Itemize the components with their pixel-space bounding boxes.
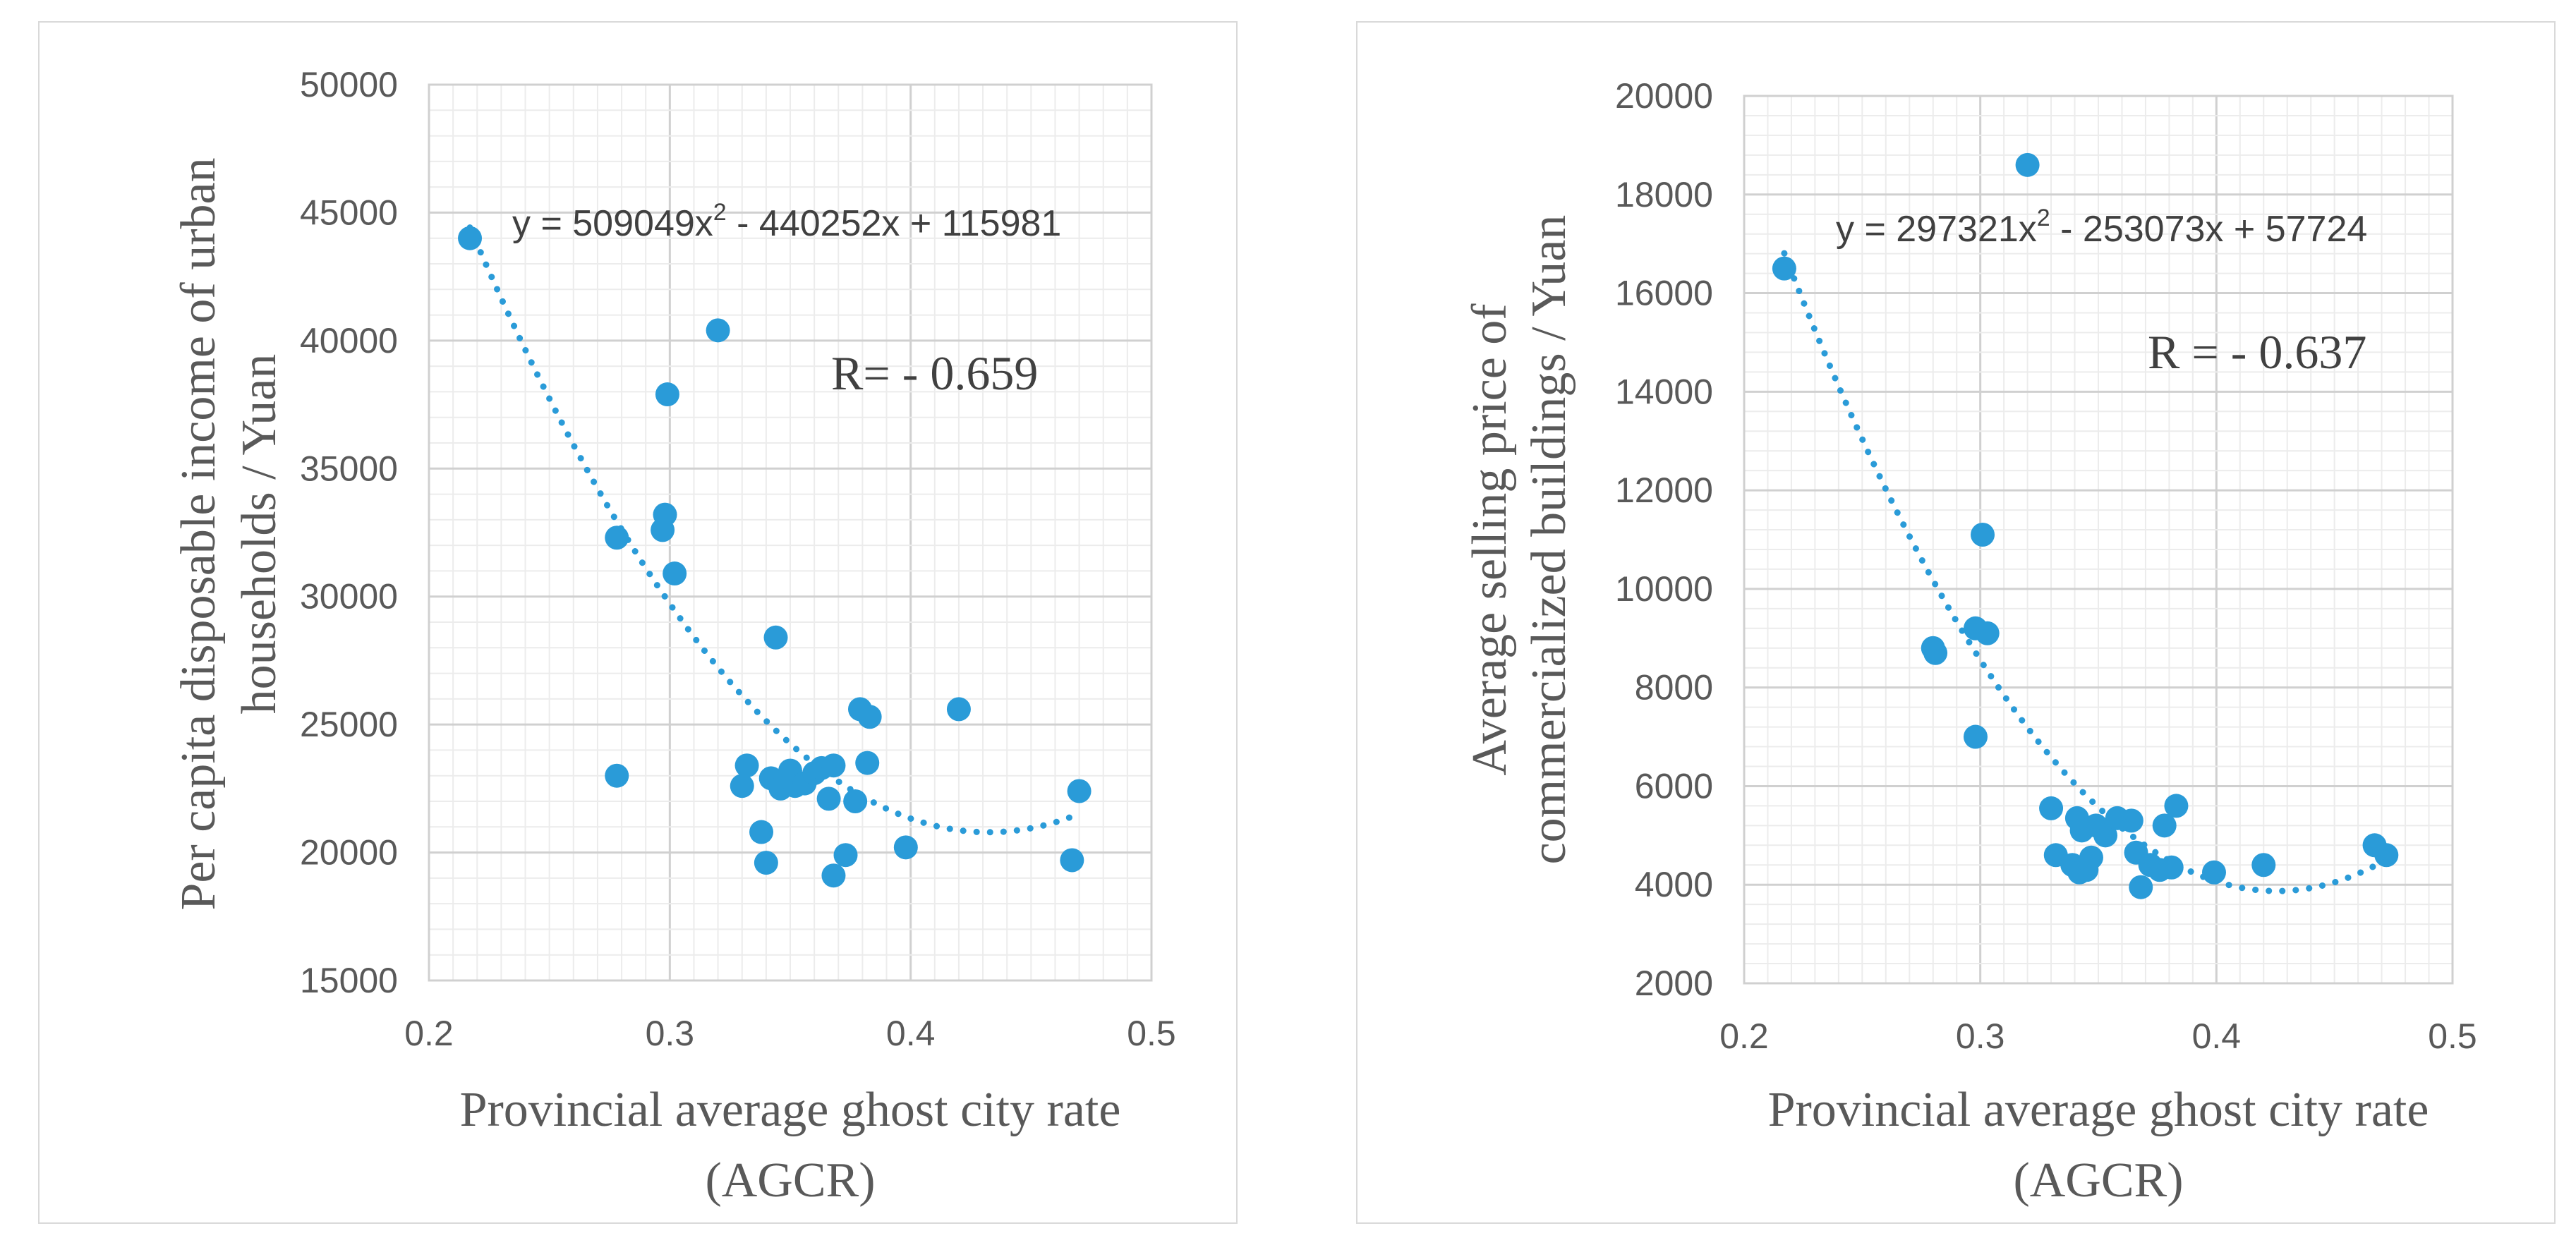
left-y-tick-label: 45000 [300,193,398,232]
left-chart-panel: 15000 20000 25000 30000 35000 40000 45000 50000… [38,21,1238,1224]
left-x-tick-label: 0.4 [886,1014,936,1053]
left-data-point [857,705,882,729]
left-y-tick-label: 30000 [300,577,398,617]
left-y-tick-label: 15000 [300,961,398,1000]
left-scatter-chart: 15000 20000 25000 30000 35000 40000 45000 50000… [171,65,1176,1208]
right-x-tick-label: 0.5 [2428,1016,2477,1056]
right-data-point [1923,640,1948,665]
right-data-point [2159,855,2184,880]
left-y-axis-title: households / Yuan [232,354,286,715]
right-y-tick-label: 6000 [1635,766,1713,806]
right-y-tick-label: 12000 [1615,470,1713,510]
left-x-axis-title: (AGCR) [705,1153,875,1208]
right-data-point [2164,794,2189,818]
left-data-point [893,835,918,860]
right-data-point [2201,860,2226,885]
left-data-point [855,751,880,775]
right-r-value: R = - 0.637 [2148,325,2366,379]
right-scatter-chart: 2000 4000 6000 8000 10000 12000 14000 16000 1800… [1463,76,2477,1208]
left-y-tick-label: 35000 [300,449,398,488]
left-data-point [816,787,841,811]
left-data-point [1067,779,1092,803]
left-data-point [821,753,846,778]
left-data-point [763,625,788,650]
left-data-point [653,502,677,527]
right-x-tick-label: 0.4 [2192,1016,2242,1056]
right-y-tick-label: 10000 [1615,569,1713,609]
left-x-tick-label: 0.5 [1127,1014,1176,1053]
left-data-point [946,697,971,722]
right-y-tick-label: 20000 [1615,76,1713,116]
left-data-point [821,863,846,888]
left-x-tick-label: 0.3 [646,1014,695,1053]
left-data-point [655,382,679,407]
right-data-point [2152,813,2177,838]
right-y-tick-label: 14000 [1615,372,1713,411]
left-data-point [749,820,774,844]
right-data-point [1975,621,2000,645]
left-data-point [1060,848,1084,873]
left-data-point [734,753,759,778]
left-data-point [605,526,629,550]
left-x-axis-title: Provincial average ghost city rate [460,1083,1121,1137]
right-x-axis-title: (AGCR) [2013,1153,2183,1208]
left-data-point [605,763,629,788]
left-y-tick-label: 50000 [300,65,398,104]
left-r-value: R= - 0.659 [831,346,1038,400]
right-y-axis-title: commercialized buildings / Yuan [1522,215,1576,865]
right-data-point [2093,823,2118,848]
right-data-point [2374,843,2399,868]
left-y-tick-label: 40000 [300,321,398,360]
right-y-tick-label: 16000 [1615,274,1713,313]
right-y-tick-label: 2000 [1635,964,1713,1003]
right-y-tick-label: 4000 [1635,865,1713,904]
left-data-point [730,774,754,798]
right-y-axis-title: Average selling price of [1463,303,1517,776]
left-data-point [754,851,778,875]
right-plot-area [1743,95,2454,985]
left-y-tick-label: 25000 [300,705,398,744]
left-data-point [458,226,483,250]
right-data-point [1772,256,1796,281]
right-data-point [2119,808,2143,833]
right-data-point [2039,796,2064,820]
left-data-point [843,789,868,813]
right-data-point [2079,845,2103,870]
right-x-axis-title: Provincial average ghost city rate [1768,1083,2429,1137]
right-data-point [1963,724,1988,749]
left-plot-area [428,83,1153,982]
right-x-tick-label: 0.2 [1719,1016,1769,1056]
right-chart-panel: 2000 4000 6000 8000 10000 12000 14000 16000 1800… [1356,21,2556,1224]
left-y-tick-label: 20000 [300,833,398,873]
left-trend-equation: y = 509049x2 - 440252x + 115981 [512,199,1061,244]
left-x-tick-label: 0.2 [404,1014,454,1053]
right-data-point [2251,853,2276,877]
left-trendline [466,224,1083,836]
right-data-point [1971,523,1995,547]
right-data-point [2129,875,2153,899]
left-y-axis-title: Per capita disposable income of urban [171,157,226,910]
right-x-tick-label: 0.3 [1956,1016,2005,1056]
left-data-point [706,318,730,343]
right-data-point [2015,152,2040,177]
right-y-tick-label: 18000 [1615,175,1713,214]
right-trendline [1781,250,2385,894]
left-data-point [663,561,687,586]
left-data-point [833,843,858,868]
right-trend-equation: y = 297321x2 - 253073x + 57724 [1836,205,2367,250]
right-y-tick-label: 8000 [1635,668,1713,707]
